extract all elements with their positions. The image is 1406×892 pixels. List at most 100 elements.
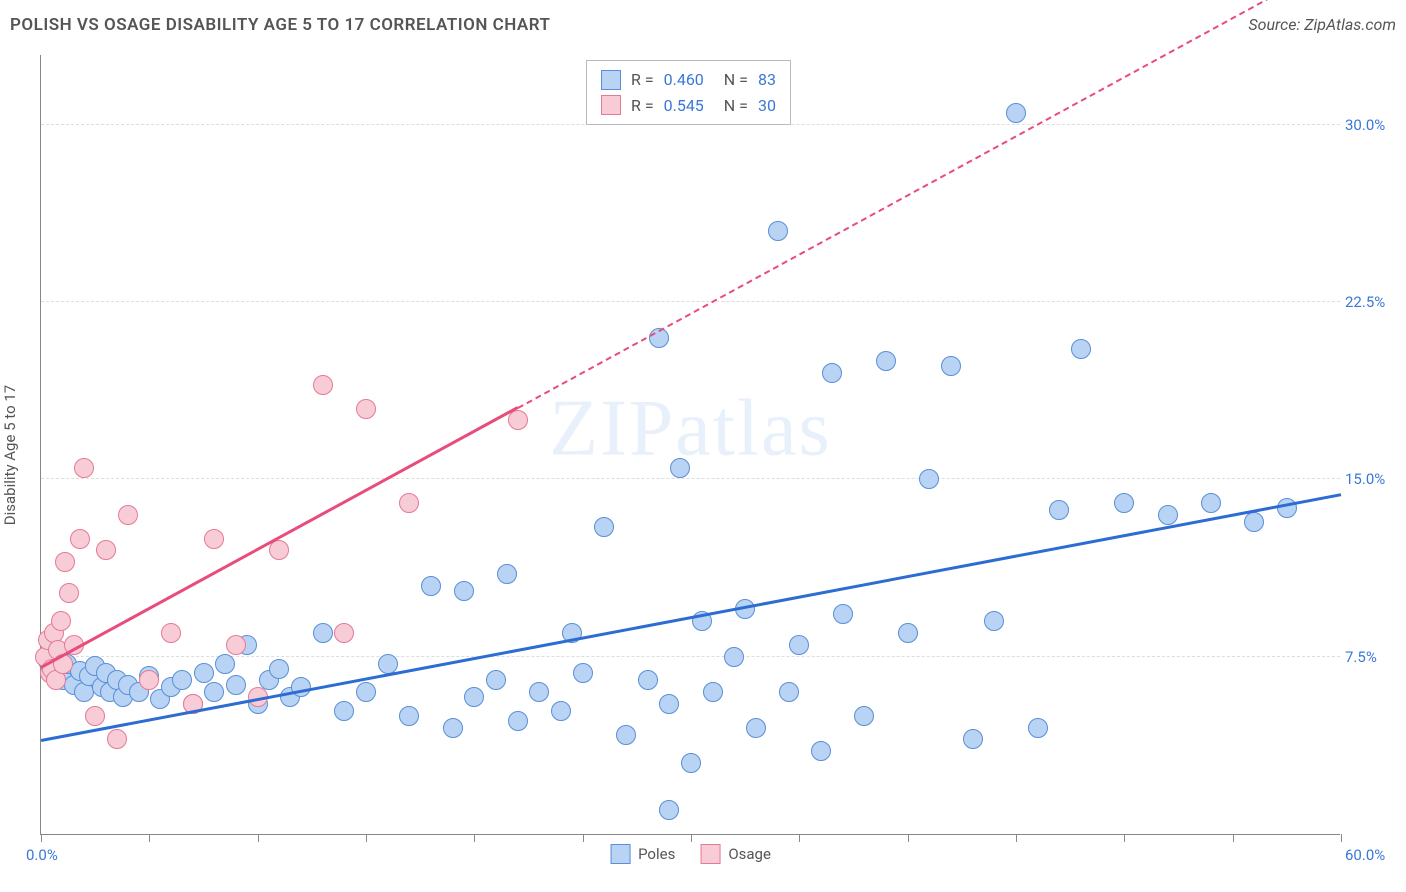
legend-label: Osage [728,845,771,863]
y-tick-label: 30.0% [1345,116,1400,134]
series-legend: Poles Osage [610,844,771,864]
data-point [811,741,831,761]
data-point [822,363,842,383]
data-point [508,410,528,430]
source-attribution: Source: ZipAtlas.com [1248,15,1396,34]
data-point [204,529,224,549]
stat-r-value: 0.545 [664,93,704,119]
data-point [204,682,224,702]
data-point [118,505,138,525]
data-point [670,458,690,478]
data-point [638,670,658,690]
legend-item: Poles [610,844,675,864]
x-tick [41,834,42,842]
watermark-text: ZIPatlas [549,383,832,474]
data-point [356,399,376,419]
data-point [194,663,214,683]
x-tick [1341,834,1342,842]
legend-label: Poles [638,845,675,863]
data-point [941,356,961,376]
y-axis-label: Disability Age 5 to 17 [1,385,19,525]
data-point [139,670,159,690]
x-tick [1124,834,1125,842]
x-tick [1233,834,1234,842]
data-point [74,458,94,478]
data-point [356,682,376,702]
data-point [984,611,1004,631]
data-point [529,682,549,702]
gridline [41,656,1340,657]
data-point [1244,512,1264,532]
x-axis-min-label: 0.0% [26,846,58,864]
data-point [1049,500,1069,520]
data-point [399,493,419,513]
data-point [172,670,192,690]
data-point [594,517,614,537]
data-point [1071,339,1091,359]
legend-swatch [601,95,621,115]
regression-line [41,494,1341,742]
x-tick [908,834,909,842]
stats-row: R =0.460N =83 [601,67,776,93]
data-point [399,706,419,726]
gridline [41,301,1340,302]
data-point [703,682,723,702]
data-point [55,552,75,572]
legend-swatch [700,844,720,864]
data-point [70,529,90,549]
data-point [486,670,506,690]
x-tick [474,834,475,842]
data-point [1114,493,1134,513]
data-point [269,659,289,679]
x-tick [149,834,150,842]
x-tick [1016,834,1017,842]
x-tick [366,834,367,842]
data-point [768,221,788,241]
stat-r-label: R = [631,93,654,119]
gridline [41,478,1340,479]
data-point [96,540,116,560]
data-point [551,701,571,721]
stats-legend-box: R =0.460N =83R =0.545N =30 [586,60,791,125]
data-point [215,654,235,674]
data-point [681,753,701,773]
data-point [659,800,679,820]
data-point [963,729,983,749]
data-point [1028,718,1048,738]
x-tick [799,834,800,842]
data-point [616,725,636,745]
stat-n-value: 30 [758,93,776,119]
legend-item: Osage [700,844,771,864]
data-point [226,635,246,655]
data-point [919,469,939,489]
data-point [454,581,474,601]
data-point [443,718,463,738]
data-point [269,540,289,560]
stat-n-value: 83 [758,67,776,93]
x-axis-max-label: 60.0% [1345,846,1400,864]
data-point [161,623,181,643]
data-point [497,564,517,584]
data-point [334,623,354,643]
data-point [334,701,354,721]
x-tick [258,834,259,842]
plot-area: ZIPatlas 7.5%15.0%22.5%30.0% R =0.460N =… [40,55,1340,835]
y-tick-label: 7.5% [1345,648,1400,666]
data-point [508,711,528,731]
chart-container: POLISH VS OSAGE DISABILITY AGE 5 TO 17 C… [0,0,1406,892]
x-tick [583,834,584,842]
data-point [421,576,441,596]
data-point [51,611,71,631]
data-point [226,675,246,695]
data-point [378,654,398,674]
data-point [313,375,333,395]
data-point [85,706,105,726]
data-point [746,718,766,738]
data-point [464,687,484,707]
data-point [789,635,809,655]
data-point [779,682,799,702]
stat-r-value: 0.460 [664,67,704,93]
data-point [573,663,593,683]
data-point [107,729,127,749]
data-point [854,706,874,726]
